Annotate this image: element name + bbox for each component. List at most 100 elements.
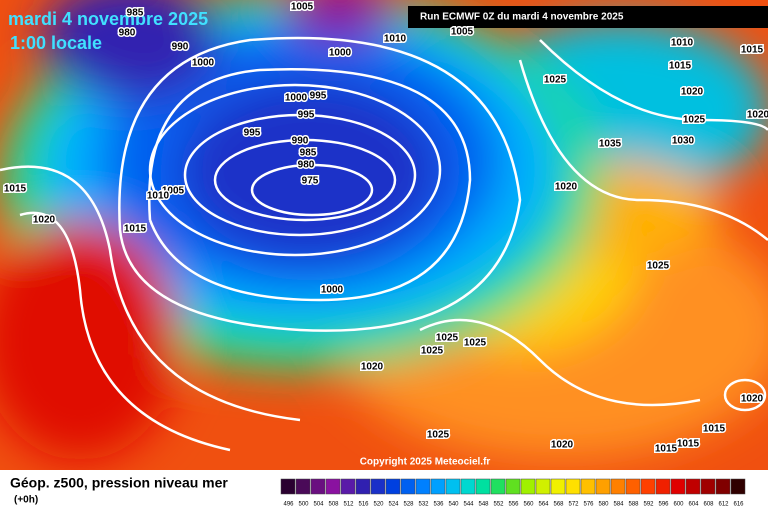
isobar-label: 1020 xyxy=(681,87,704,98)
scale-label: 600 xyxy=(673,502,684,508)
scale-swatch xyxy=(340,478,356,495)
scale-label: 556 xyxy=(508,502,519,508)
scale-swatch xyxy=(295,478,311,495)
scale-swatch xyxy=(685,478,701,495)
isobar-label: 1015 xyxy=(741,45,764,56)
scale-label: 552 xyxy=(493,502,504,508)
isobar-label: 995 xyxy=(298,110,315,121)
isobar-label: 1020 xyxy=(551,440,574,451)
scale-swatch xyxy=(535,478,551,495)
isobar-label: 1000 xyxy=(321,285,344,296)
isobar-label: 1015 xyxy=(4,184,27,195)
scale-swatch xyxy=(565,478,581,495)
isobars xyxy=(0,36,768,452)
isobar-label: 1005 xyxy=(162,186,185,197)
scale-label: 608 xyxy=(703,502,714,508)
isobar-label: 1015 xyxy=(677,439,700,450)
scale-label: 548 xyxy=(478,502,489,508)
isobar-label: 985 xyxy=(300,148,317,159)
isobar-label: 1020 xyxy=(741,394,764,405)
isobar-label: 1035 xyxy=(599,139,622,150)
isobar-label: 990 xyxy=(172,42,189,53)
scale-swatch xyxy=(700,478,716,495)
scale-label: 596 xyxy=(658,502,669,508)
scale-label: 532 xyxy=(418,502,429,508)
scale-label: 584 xyxy=(613,502,624,508)
scale-label: 588 xyxy=(628,502,639,508)
scale-label: 540 xyxy=(448,502,459,508)
isobar-label: 1020 xyxy=(33,215,56,226)
scale-swatch xyxy=(520,478,536,495)
isobar-label: 1000 xyxy=(329,48,352,59)
isobar-label: 990 xyxy=(292,136,309,147)
scale-label: 616 xyxy=(733,502,744,508)
scale-label: 592 xyxy=(643,502,654,508)
isobar-label: 1015 xyxy=(124,224,147,235)
scale-swatch xyxy=(595,478,611,495)
isobar-label: 1025 xyxy=(464,338,487,349)
scale-label: 524 xyxy=(388,502,399,508)
scale-label: 576 xyxy=(583,502,594,508)
legend-subtitle: (+0h) xyxy=(14,495,38,506)
scale-swatch xyxy=(460,478,476,495)
scale-swatch xyxy=(445,478,461,495)
scale-swatch xyxy=(430,478,446,495)
scale-label: 512 xyxy=(343,502,354,508)
scale-label: 604 xyxy=(688,502,699,508)
scale-label: 508 xyxy=(328,502,339,508)
scale-swatch xyxy=(400,478,416,495)
isobar-label: 1030 xyxy=(672,136,695,147)
scale-label: 560 xyxy=(523,502,534,508)
isobar-label: 1025 xyxy=(421,346,444,357)
scale-swatch xyxy=(505,478,521,495)
isobar-label: 1010 xyxy=(671,38,694,49)
scale-swatch xyxy=(655,478,671,495)
isobar-label: 1020 xyxy=(361,362,384,373)
scale-swatch xyxy=(280,478,296,495)
isobar-label: 1020 xyxy=(747,110,768,121)
scale-swatch xyxy=(385,478,401,495)
scale-swatch xyxy=(355,478,371,495)
scale-label: 520 xyxy=(373,502,384,508)
isobar-label: 995 xyxy=(310,91,327,102)
isobar-label: 1010 xyxy=(384,34,407,45)
isobar-label: 1020 xyxy=(555,182,578,193)
scale-label: 528 xyxy=(403,502,414,508)
isobar-label: 1005 xyxy=(291,2,314,13)
isobar-label: 980 xyxy=(298,160,315,171)
isobar-label: 1015 xyxy=(669,61,692,72)
scale-swatch xyxy=(475,478,491,495)
date: mardi 4 novembre 2025 xyxy=(8,9,208,29)
scale-swatch xyxy=(550,478,566,495)
scale-swatch xyxy=(610,478,626,495)
scale-swatch xyxy=(715,478,731,495)
isobar-label: 1025 xyxy=(544,75,567,86)
scale-swatch xyxy=(325,478,341,495)
scale-label: 612 xyxy=(718,502,729,508)
isobar-label: 985 xyxy=(127,8,144,19)
isobar-label: 1015 xyxy=(703,424,726,435)
scale-swatch xyxy=(625,478,641,495)
isobar-label: 1025 xyxy=(683,115,706,126)
run-info: Run ECMWF 0Z du mardi 4 novembre 2025 xyxy=(420,12,624,23)
scale-label: 564 xyxy=(538,502,549,508)
scale-swatch xyxy=(370,478,386,495)
scale-swatch xyxy=(490,478,506,495)
isobar-label: 1000 xyxy=(285,93,308,104)
copyright: Copyright 2025 Meteociel.fr xyxy=(360,457,491,468)
isobar-labels: 9859809901000100510001010100510101015101… xyxy=(2,0,768,456)
scale-swatch xyxy=(640,478,656,495)
field xyxy=(0,0,768,470)
legend-title: Géop. z500, pression niveau mer xyxy=(10,475,228,491)
isobar-label: 980 xyxy=(119,28,136,39)
scale-swatch xyxy=(310,478,326,495)
color-scale: 496 500 504 508 512 516 520 524 528 532 536 540 544 5… xyxy=(280,478,746,508)
scale-label: 572 xyxy=(568,502,579,508)
scale-label: 536 xyxy=(433,502,444,508)
isobar-label: 1015 xyxy=(655,444,678,455)
scale-swatch xyxy=(670,478,686,495)
isobar-label: 1025 xyxy=(647,261,670,272)
scale-swatch xyxy=(730,478,746,495)
isobar-label: 1000 xyxy=(192,58,215,69)
isobar-label: 1005 xyxy=(451,27,474,38)
